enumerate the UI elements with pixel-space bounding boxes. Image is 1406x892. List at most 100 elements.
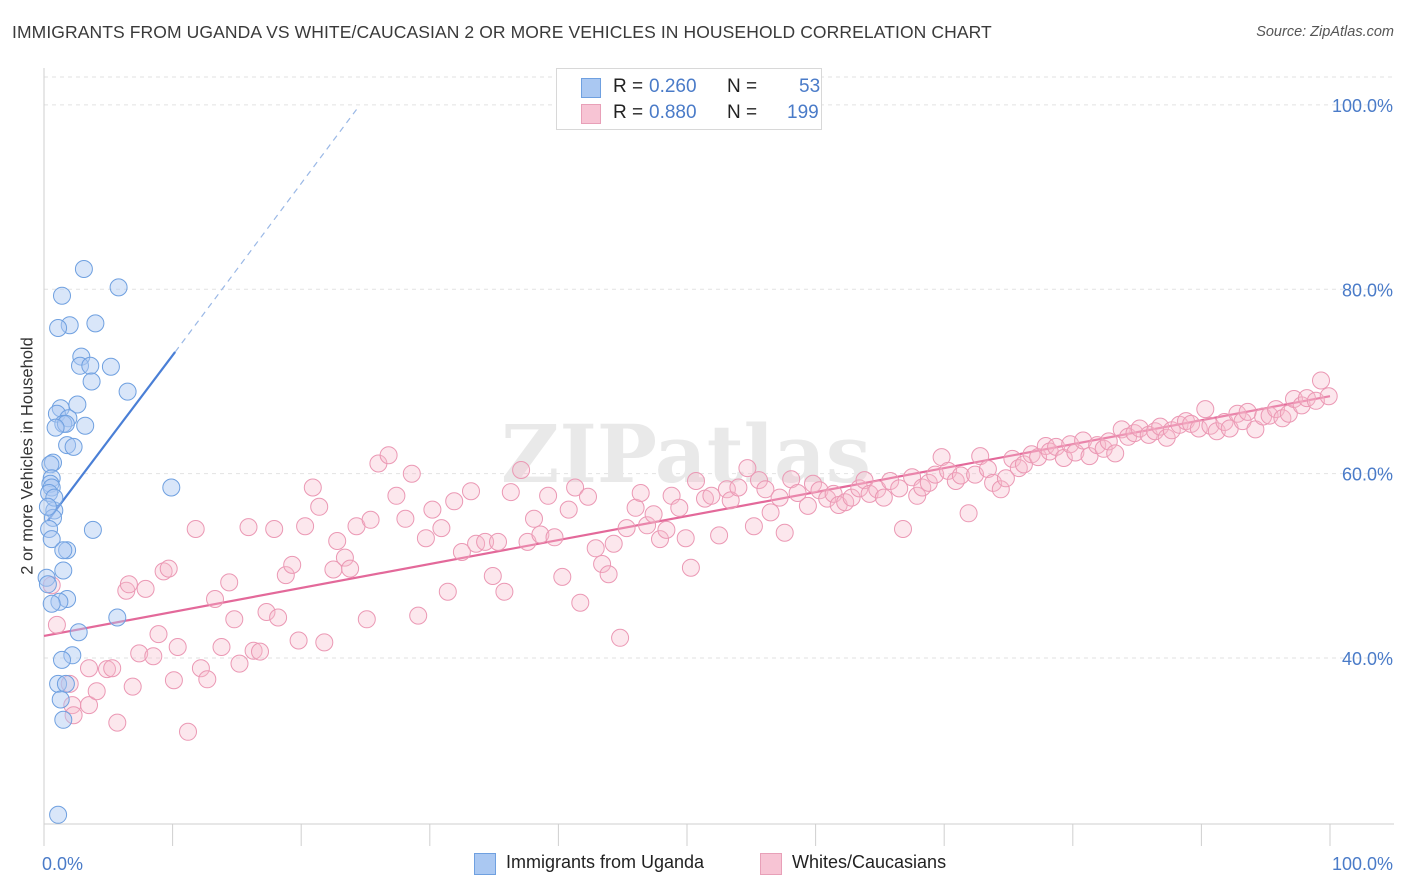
point-white: [47, 615, 66, 634]
point-white: [770, 488, 789, 507]
point-uganda: [45, 488, 64, 507]
bottom-legend-swatch-white: [760, 853, 782, 875]
point-white: [855, 471, 874, 490]
point-uganda: [38, 497, 57, 516]
point-uganda: [72, 347, 91, 366]
point-white: [611, 628, 630, 647]
point-white: [64, 706, 83, 725]
point-white: [687, 472, 705, 490]
point-white: [251, 642, 269, 661]
point-uganda: [109, 278, 128, 297]
point-white: [257, 603, 276, 621]
axes: [43, 68, 1394, 846]
point-white: [445, 492, 464, 511]
point-white: [676, 529, 695, 548]
point-white: [149, 625, 168, 644]
y-tick-label: 100.0%: [1332, 96, 1393, 116]
point-uganda: [69, 623, 88, 642]
y-tick-label: 80.0%: [1342, 280, 1393, 300]
legend-r-label: R =: [613, 102, 644, 123]
point-white: [657, 520, 676, 539]
point-white: [959, 504, 978, 523]
point-white: [710, 526, 729, 545]
point-white: [750, 471, 768, 490]
point-white: [402, 464, 421, 483]
point-white: [1106, 444, 1125, 463]
point-white: [738, 459, 757, 478]
point-white: [123, 677, 142, 696]
point-white: [276, 566, 295, 585]
point-white: [913, 478, 932, 497]
point-white: [559, 500, 578, 519]
point-white: [168, 638, 187, 656]
point-uganda: [58, 436, 77, 455]
point-white: [416, 529, 435, 548]
point-uganda: [82, 372, 101, 391]
point-white: [212, 638, 231, 656]
point-white: [462, 482, 480, 501]
point-uganda: [63, 646, 82, 665]
point-white: [341, 559, 360, 578]
point-white: [423, 500, 442, 519]
point-white: [483, 567, 502, 585]
point-white: [130, 644, 149, 663]
legend: R = 0.260 N = 53 R = 0.880 N = 199: [556, 68, 822, 130]
point-white: [98, 660, 116, 679]
point-white: [1238, 402, 1257, 421]
point-white: [761, 503, 780, 522]
point-white: [315, 633, 334, 652]
point-white: [220, 573, 239, 592]
point-uganda: [81, 356, 100, 375]
legend-r-value-white: 0.880: [649, 102, 697, 123]
point-white: [1189, 419, 1208, 438]
point-uganda: [49, 674, 68, 693]
point-uganda: [38, 575, 57, 594]
point-white: [495, 582, 514, 601]
point-white: [164, 671, 183, 690]
y-axis-label: 2 or more Vehicles in Household: [18, 337, 37, 575]
legend-n-label: N =: [727, 102, 758, 123]
point-uganda: [56, 414, 75, 433]
point-uganda: [42, 530, 61, 549]
point-white: [108, 713, 127, 732]
point-white: [244, 641, 263, 660]
point-white: [836, 493, 855, 512]
point-white: [396, 509, 415, 528]
point-uganda: [42, 469, 61, 488]
point-white: [1003, 449, 1022, 468]
x-tick-label-left: 0.0%: [42, 854, 83, 874]
point-white: [387, 486, 406, 505]
point-white: [119, 575, 138, 594]
point-white: [476, 532, 495, 551]
point-white: [798, 496, 817, 515]
point-white: [946, 472, 965, 490]
point-white: [328, 532, 347, 550]
point-white: [804, 474, 822, 493]
point-uganda: [54, 710, 73, 729]
point-white: [894, 520, 912, 538]
point-white: [788, 484, 807, 502]
point-white: [744, 517, 763, 536]
point-white: [996, 469, 1015, 488]
point-white: [702, 486, 721, 505]
point-uganda: [71, 356, 89, 375]
trend-line-uganda: [46, 351, 177, 522]
bottom-legend-label-white: Whites/Caucasians: [792, 852, 947, 872]
point-uganda: [44, 508, 62, 527]
point-uganda: [49, 319, 68, 337]
point-uganda: [42, 594, 61, 613]
point-white: [357, 610, 376, 629]
point-white: [842, 488, 861, 507]
legend-swatch-uganda: [581, 78, 601, 98]
point-uganda: [41, 455, 60, 474]
point-white: [566, 478, 585, 497]
point-white: [379, 446, 398, 465]
point-white: [179, 722, 197, 741]
point-white: [239, 518, 258, 537]
point-white: [512, 461, 531, 479]
point-white: [87, 682, 106, 701]
point-white: [651, 530, 669, 549]
point-white: [159, 559, 178, 578]
point-uganda: [101, 357, 120, 376]
